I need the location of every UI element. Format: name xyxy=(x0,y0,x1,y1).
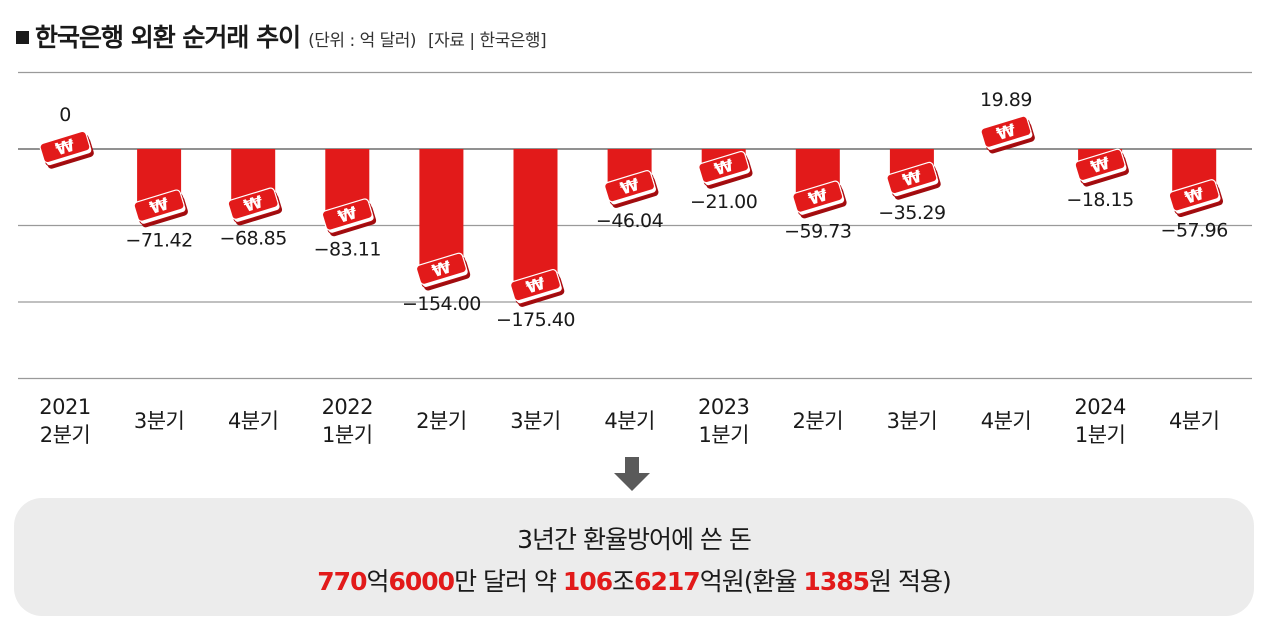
value-label: −59.73 xyxy=(784,221,851,243)
summary-highlight-number: 6000 xyxy=(388,567,455,596)
value-label: −18.15 xyxy=(1066,189,1133,211)
summary-text: 만 달러 약 xyxy=(454,567,563,596)
won-banknote-stack-icon: ₩ xyxy=(415,252,471,291)
summary-text: 억원(환율 xyxy=(699,567,804,596)
category-label: 3분기 xyxy=(134,409,185,433)
won-banknote-stack-icon: ₩ xyxy=(698,150,753,189)
category-label: 3분기 xyxy=(510,409,561,433)
value-label: −57.96 xyxy=(1161,219,1228,241)
won-banknote-stack-icon: ₩ xyxy=(1074,148,1129,187)
category-label: 4분기 xyxy=(228,409,279,433)
unit-note: (단위 : 억 달러) xyxy=(308,31,417,51)
category-label: 4분기 xyxy=(1169,409,1220,433)
category-label: 2분기 xyxy=(40,423,91,447)
summary-highlight-number: 6217 xyxy=(634,567,701,596)
won-banknote-stack-icon: ₩ xyxy=(39,130,94,169)
chart-header: 한국은행 외환 순거래 추이 (단위 : 억 달러) [자료 | 한국은행] xyxy=(16,18,547,58)
won-banknote-stack-icon: ₩ xyxy=(321,198,377,237)
won-banknote-stack-icon: ₩ xyxy=(227,187,283,226)
summary-text: 원 적용) xyxy=(869,567,952,596)
won-banknote-stack-icon: ₩ xyxy=(980,115,1035,154)
summary-highlight-number: 106 xyxy=(562,567,613,596)
title-square-icon xyxy=(16,31,29,44)
category-label: 2024 xyxy=(1074,395,1126,419)
value-label: −83.11 xyxy=(314,239,381,261)
value-label: −46.04 xyxy=(596,210,664,232)
down-arrow-icon xyxy=(614,457,650,491)
value-label: −175.40 xyxy=(496,309,575,331)
bar xyxy=(513,149,558,284)
category-label: 2분기 xyxy=(416,409,467,433)
category-label: 4분기 xyxy=(604,409,655,433)
value-label: −68.85 xyxy=(220,228,287,250)
value-label: −35.29 xyxy=(878,202,945,224)
value-label: 0 xyxy=(59,104,71,126)
value-label: −71.42 xyxy=(125,230,192,252)
summary-line-2: 770억6000만 달러 약 106조6217억원(환율 1385원 적용) xyxy=(14,562,1254,598)
won-banknote-stack-icon: ₩ xyxy=(133,189,188,228)
category-label: 3분기 xyxy=(887,409,938,433)
category-label: 4분기 xyxy=(981,409,1032,433)
category-label: 2분기 xyxy=(793,409,844,433)
value-label: −21.00 xyxy=(690,191,757,213)
category-label: 2021 xyxy=(39,395,90,419)
category-label: 1분기 xyxy=(698,423,749,447)
bar-chart: ₩020212분기₩−71.423분기₩−68.854분기₩−83.112022… xyxy=(18,71,1252,447)
won-banknote-stack-icon: ₩ xyxy=(886,161,941,200)
value-label: 19.89 xyxy=(980,89,1032,111)
summary-line-1: 3년간 환율방어에 쓴 돈 xyxy=(517,525,752,554)
summary-highlight-number: 1385 xyxy=(803,567,870,596)
summary-text: 조 xyxy=(612,567,635,596)
category-label: 2022 xyxy=(322,395,373,419)
chart-title: 한국은행 외환 순거래 추이 xyxy=(35,23,301,52)
bar xyxy=(419,149,464,267)
summary-highlight-number: 770 xyxy=(317,567,367,596)
source-note: [자료 | 한국은행] xyxy=(428,31,547,51)
won-banknote-stack-icon: ₩ xyxy=(792,180,847,219)
summary-box: 3년간 환율방어에 쓴 돈 770억6000만 달러 약 106조6217억원(… xyxy=(14,498,1254,616)
value-label: −154.00 xyxy=(402,293,481,315)
won-banknote-stack-icon: ₩ xyxy=(1168,179,1224,218)
won-banknote-stack-icon: ₩ xyxy=(510,268,565,307)
won-banknote-stack-icon: ₩ xyxy=(604,170,659,208)
summary-text: 억 xyxy=(366,567,389,596)
category-label: 2023 xyxy=(698,395,749,419)
category-label: 1분기 xyxy=(322,423,373,447)
category-label: 1분기 xyxy=(1075,423,1126,447)
